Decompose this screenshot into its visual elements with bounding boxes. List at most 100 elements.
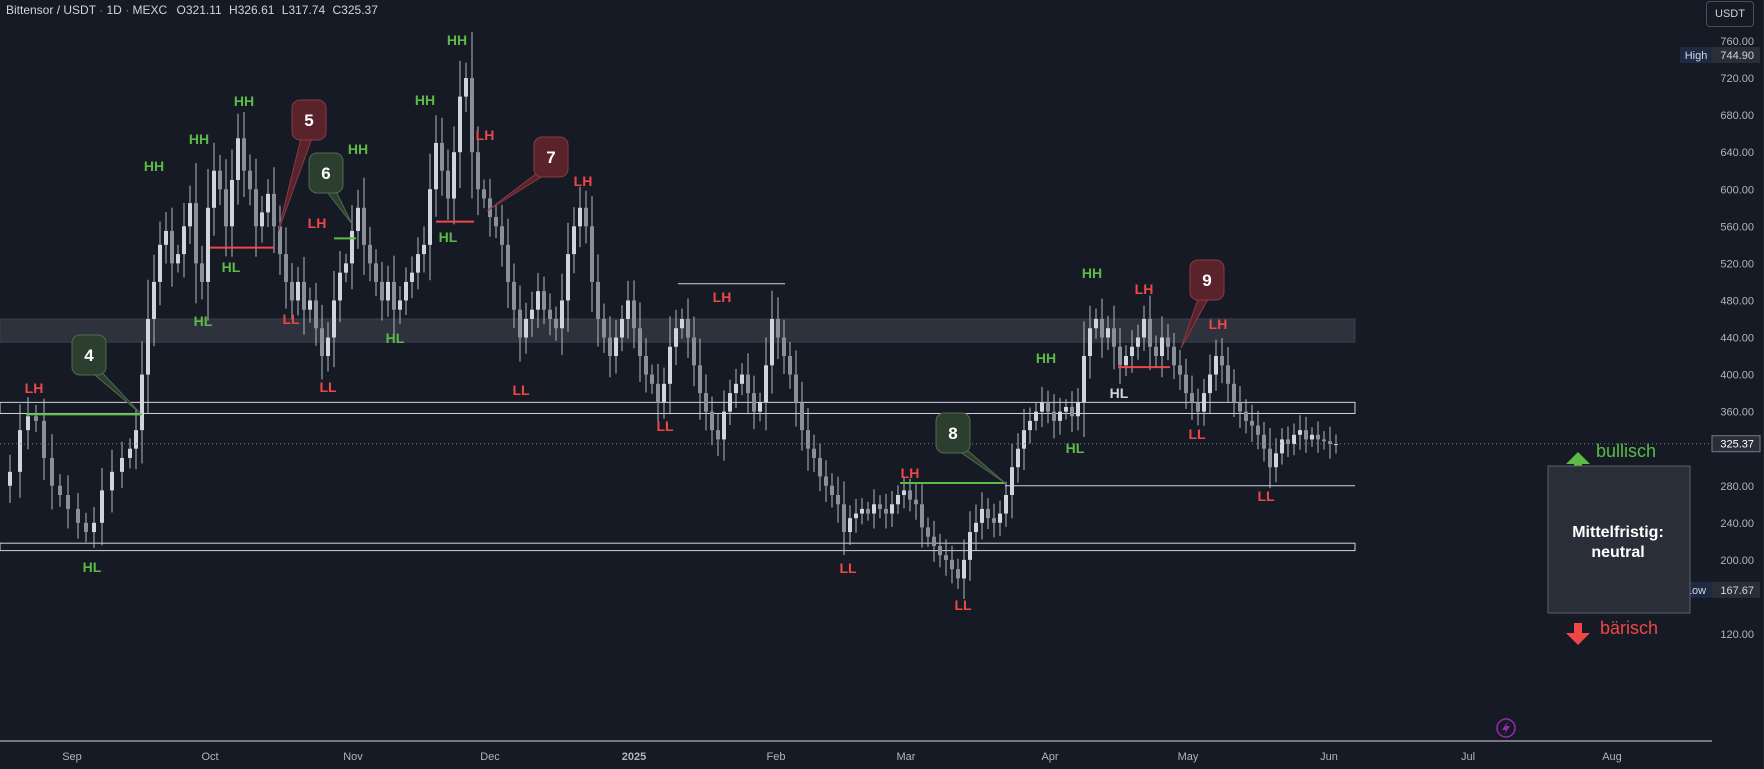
candle bbox=[584, 190, 588, 244]
candle-body bbox=[1118, 346, 1122, 366]
candle bbox=[1034, 402, 1038, 431]
candle bbox=[1166, 324, 1170, 361]
candle bbox=[1016, 433, 1020, 483]
structure-label: LL bbox=[319, 379, 337, 395]
candle-body bbox=[58, 485, 62, 496]
candle-body bbox=[1052, 411, 1056, 421]
candle bbox=[386, 265, 390, 317]
candle-body bbox=[446, 170, 450, 199]
candle bbox=[344, 253, 348, 283]
candle-body bbox=[536, 291, 540, 310]
y-tick-label: 240.00 bbox=[1720, 518, 1754, 530]
y-tick-label: 280.00 bbox=[1720, 481, 1754, 493]
candle bbox=[422, 226, 426, 273]
candle-body bbox=[1010, 467, 1014, 496]
candle bbox=[1328, 426, 1332, 459]
candle-body bbox=[1148, 318, 1152, 347]
candle-body bbox=[728, 393, 732, 412]
exchange: MEXC bbox=[132, 3, 168, 17]
candle-body bbox=[884, 508, 888, 514]
candle bbox=[686, 298, 690, 358]
time-axis[interactable]: Sep Oct Nov Dec 2025 Feb Mar Apr May Jun Jul Aug bbox=[0, 740, 1712, 763]
candle bbox=[1040, 386, 1044, 428]
candle bbox=[314, 282, 318, 346]
candle-body bbox=[1106, 328, 1110, 338]
candle-body bbox=[92, 522, 96, 533]
candle-body bbox=[1034, 411, 1038, 421]
candle bbox=[1022, 408, 1026, 470]
candle-body bbox=[1250, 420, 1254, 426]
candle-body bbox=[668, 346, 672, 384]
candle bbox=[368, 226, 372, 282]
candle-body bbox=[1226, 365, 1230, 384]
candle-body bbox=[464, 78, 468, 97]
candle-body bbox=[182, 226, 186, 255]
candle bbox=[902, 477, 906, 509]
candle-body bbox=[164, 230, 168, 245]
x-tick-label: 2025 bbox=[622, 751, 646, 763]
candle-body bbox=[120, 457, 124, 472]
candle bbox=[728, 379, 732, 425]
candle-body bbox=[194, 203, 198, 264]
candle-body bbox=[980, 508, 984, 523]
candle bbox=[428, 153, 432, 281]
candle-body bbox=[1058, 411, 1062, 421]
candle-body bbox=[680, 318, 684, 329]
price-axis[interactable]: 760.00 720.00 680.00 640.00 600.00 560.00 520.… bbox=[1680, 0, 1764, 769]
candle bbox=[968, 511, 972, 581]
symbol-name[interactable]: Bittensor / USDT bbox=[6, 3, 96, 17]
structure-label: LH bbox=[1135, 281, 1154, 297]
candle-body bbox=[902, 490, 906, 496]
candle-body bbox=[1316, 434, 1320, 440]
structure-label: LH bbox=[476, 127, 495, 143]
candle-body bbox=[100, 490, 104, 523]
candle bbox=[998, 500, 1002, 536]
candle-body bbox=[974, 522, 978, 533]
alert-icon[interactable] bbox=[1496, 718, 1516, 738]
candle-body bbox=[1274, 453, 1278, 468]
candle-body bbox=[458, 96, 462, 153]
candle-body bbox=[1298, 430, 1302, 435]
x-tick-label: Dec bbox=[480, 751, 500, 763]
bullish-label: bullisch bbox=[1596, 441, 1656, 461]
candle bbox=[152, 254, 156, 347]
candle bbox=[1256, 410, 1260, 450]
candle-body bbox=[824, 476, 828, 486]
candle-body bbox=[1328, 441, 1332, 445]
candle-body bbox=[410, 272, 414, 282]
callout-number: 6 bbox=[321, 164, 330, 183]
candle bbox=[866, 501, 870, 521]
y-tick-label: 360.00 bbox=[1720, 407, 1754, 419]
callouts-layer: 4 5 6 7 8 9 bbox=[71, 99, 1225, 484]
candle bbox=[290, 263, 294, 320]
candle bbox=[710, 396, 714, 446]
candle-body bbox=[710, 411, 714, 431]
candle-body bbox=[200, 263, 204, 282]
candle bbox=[854, 498, 858, 533]
currency-button[interactable]: USDT bbox=[1706, 1, 1754, 27]
interval[interactable]: 1D bbox=[106, 3, 122, 17]
structure-label: HH bbox=[189, 131, 209, 147]
callout-box bbox=[1189, 259, 1225, 301]
candle-body bbox=[986, 508, 990, 519]
candle bbox=[404, 267, 408, 316]
candle-body bbox=[404, 281, 408, 301]
candle-body bbox=[746, 374, 750, 394]
candle bbox=[644, 338, 648, 393]
candle-body bbox=[1172, 346, 1176, 366]
candle-body bbox=[1208, 374, 1212, 394]
candle bbox=[716, 413, 720, 457]
candle bbox=[66, 475, 70, 529]
candle-body bbox=[18, 430, 22, 472]
candle bbox=[962, 539, 966, 599]
candle bbox=[182, 202, 186, 278]
labels-layer: LH HL HH HH HH HL HL LL LH LL HH HL HH HH HL LH LH LL LH LL… bbox=[25, 32, 1275, 613]
candle-body bbox=[644, 356, 648, 375]
candle bbox=[1286, 426, 1290, 457]
bearish-label: bärisch bbox=[1600, 618, 1658, 638]
candle bbox=[356, 189, 360, 249]
candle-body bbox=[836, 495, 840, 505]
candle bbox=[536, 272, 540, 329]
candle bbox=[818, 443, 822, 492]
